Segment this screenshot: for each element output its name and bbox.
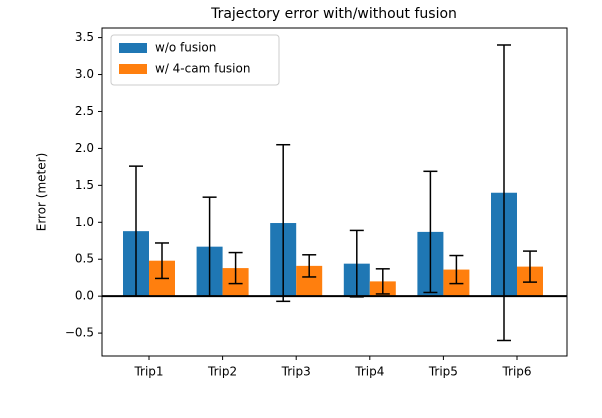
x-tick-label: Trip4 (354, 365, 384, 379)
plot-frame (101, 27, 568, 357)
chart-title: Trajectory error with/without fusion (210, 6, 457, 22)
legend-swatch (119, 43, 147, 53)
x-tick-label: Trip5 (428, 365, 458, 379)
y-tick-label: 2.0 (75, 141, 94, 155)
y-tick-label: 1.0 (75, 215, 94, 229)
y-axis-label: Error (meter) (35, 153, 49, 232)
y-tick-label: 0.5 (75, 252, 94, 266)
legend-box (110, 34, 280, 86)
y-tick-label: 2.5 (75, 104, 94, 118)
y-tick-label: 0.0 (75, 289, 94, 303)
x-tick-label: Trip1 (133, 365, 163, 379)
x-tick-label: Trip6 (501, 365, 531, 379)
y-tick-label: 3.5 (75, 30, 94, 44)
y-tick-label: 1.5 (75, 178, 94, 192)
legend-swatch (119, 64, 147, 74)
y-tick-label: 3.0 (75, 67, 94, 81)
x-tick-label: Trip2 (207, 365, 237, 379)
y-tick-label: −0.5 (65, 326, 94, 340)
x-tick-label: Trip3 (281, 365, 311, 379)
legend-label: w/o fusion (155, 41, 216, 55)
legend-label: w/ 4-cam fusion (155, 62, 250, 76)
